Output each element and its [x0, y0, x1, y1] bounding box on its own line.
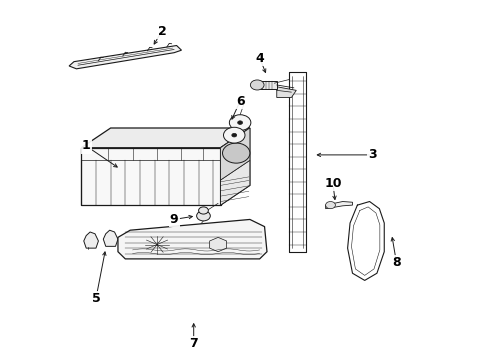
Circle shape [223, 127, 245, 143]
Polygon shape [210, 237, 226, 252]
Circle shape [250, 80, 264, 90]
Circle shape [198, 207, 208, 214]
Polygon shape [103, 230, 118, 246]
Polygon shape [81, 148, 221, 205]
Text: 2: 2 [158, 25, 166, 38]
Text: 8: 8 [392, 256, 401, 269]
Circle shape [326, 202, 335, 209]
Text: 1: 1 [82, 139, 91, 152]
Circle shape [229, 115, 251, 131]
Circle shape [238, 121, 243, 125]
Polygon shape [84, 232, 98, 248]
Circle shape [232, 134, 237, 137]
Text: 5: 5 [92, 292, 100, 305]
Polygon shape [69, 45, 181, 69]
Polygon shape [81, 128, 250, 148]
Polygon shape [220, 128, 250, 205]
Polygon shape [326, 202, 352, 209]
Polygon shape [277, 87, 296, 98]
Text: 9: 9 [170, 213, 178, 226]
Polygon shape [260, 81, 277, 89]
Polygon shape [118, 220, 267, 259]
Circle shape [222, 143, 250, 163]
Text: 3: 3 [368, 148, 376, 161]
Text: 7: 7 [189, 337, 198, 350]
Text: 4: 4 [255, 51, 264, 64]
Circle shape [196, 211, 210, 221]
Polygon shape [220, 128, 250, 180]
Text: 10: 10 [324, 177, 342, 190]
Polygon shape [220, 160, 250, 205]
Text: 6: 6 [236, 95, 245, 108]
